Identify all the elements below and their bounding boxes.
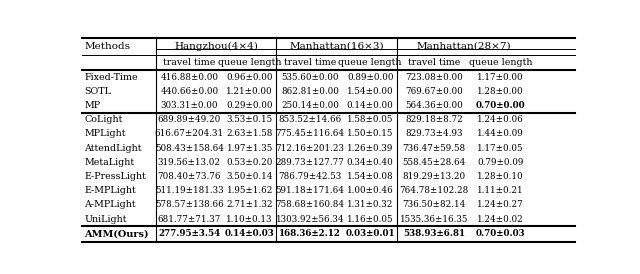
Text: 578.57±138.66: 578.57±138.66 (155, 200, 224, 209)
Text: 758.68±160.84: 758.68±160.84 (275, 200, 344, 209)
Text: 712.16±201.23: 712.16±201.23 (275, 144, 344, 153)
Text: queue length: queue length (218, 58, 282, 67)
Text: 0.34±0.40: 0.34±0.40 (347, 158, 394, 167)
Text: 3.50±0.14: 3.50±0.14 (227, 172, 273, 181)
Text: queue length: queue length (469, 58, 532, 67)
Text: travel time: travel time (284, 58, 336, 67)
Text: 0.29±0.00: 0.29±0.00 (227, 101, 273, 110)
Text: AMM(Ours): AMM(Ours) (84, 229, 149, 238)
Text: 511.19±181.33: 511.19±181.33 (155, 186, 224, 195)
Text: 1535.36±16.35: 1535.36±16.35 (400, 215, 468, 224)
Text: 319.56±13.02: 319.56±13.02 (158, 158, 221, 167)
Text: 0.53±0.20: 0.53±0.20 (227, 158, 273, 167)
Text: 689.89±49.20: 689.89±49.20 (157, 115, 221, 124)
Text: 1.21±0.00: 1.21±0.00 (227, 87, 273, 96)
Text: 0.79±0.09: 0.79±0.09 (477, 158, 524, 167)
Text: 0.70±0.00: 0.70±0.00 (476, 101, 525, 110)
Text: 1.10±0.13: 1.10±0.13 (227, 215, 273, 224)
Text: 1.50±0.15: 1.50±0.15 (347, 129, 394, 138)
Text: 1.54±0.00: 1.54±0.00 (347, 87, 394, 96)
Text: 1.31±0.32: 1.31±0.32 (347, 200, 394, 209)
Text: 764.78±102.28: 764.78±102.28 (399, 186, 468, 195)
Text: MPLight: MPLight (84, 129, 126, 138)
Text: 0.70±0.03: 0.70±0.03 (476, 229, 525, 238)
Text: 786.79±42.53: 786.79±42.53 (278, 172, 342, 181)
Text: 775.45±116.64: 775.45±116.64 (275, 129, 344, 138)
Text: 538.93±6.81: 538.93±6.81 (403, 229, 465, 238)
Text: 277.95±3.54: 277.95±3.54 (158, 229, 221, 238)
Text: 616.67±204.31: 616.67±204.31 (155, 129, 224, 138)
Text: 1.28±0.00: 1.28±0.00 (477, 87, 524, 96)
Text: 1.11±0.21: 1.11±0.21 (477, 186, 524, 195)
Text: 564.36±0.00: 564.36±0.00 (405, 101, 463, 110)
Text: 1.28±0.10: 1.28±0.10 (477, 172, 524, 181)
Text: 1.16±0.05: 1.16±0.05 (347, 215, 394, 224)
Text: Hangzhou(4×4): Hangzhou(4×4) (174, 42, 258, 51)
Text: 289.73±127.77: 289.73±127.77 (275, 158, 344, 167)
Text: 0.14±0.00: 0.14±0.00 (347, 101, 394, 110)
Text: Manhattan(28×7): Manhattan(28×7) (416, 42, 511, 51)
Text: 681.77±71.37: 681.77±71.37 (157, 215, 221, 224)
Text: 862.81±0.00: 862.81±0.00 (281, 87, 339, 96)
Text: travel time: travel time (163, 58, 216, 67)
Text: 1.44±0.09: 1.44±0.09 (477, 129, 524, 138)
Text: 1.26±0.39: 1.26±0.39 (347, 144, 394, 153)
Text: UniLight: UniLight (84, 215, 127, 224)
Text: 0.14±0.03: 0.14±0.03 (225, 229, 275, 238)
Text: Methods: Methods (84, 42, 131, 51)
Text: 1.00±0.46: 1.00±0.46 (347, 186, 394, 195)
Text: 2.63±1.58: 2.63±1.58 (227, 129, 273, 138)
Text: MP: MP (84, 101, 100, 110)
Text: 829.73±4.93: 829.73±4.93 (405, 129, 463, 138)
Text: 3.53±0.15: 3.53±0.15 (227, 115, 273, 124)
Text: 1.97±1.35: 1.97±1.35 (227, 144, 273, 153)
Text: 1303.92±56.34: 1303.92±56.34 (276, 215, 344, 224)
Text: E-MPLight: E-MPLight (84, 186, 136, 195)
Text: 723.08±0.00: 723.08±0.00 (405, 73, 463, 82)
Text: Manhattan(16×3): Manhattan(16×3) (289, 42, 384, 51)
Text: queue length: queue length (339, 58, 402, 67)
Text: 303.31±0.00: 303.31±0.00 (161, 101, 218, 110)
Text: 535.60±0.00: 535.60±0.00 (281, 73, 339, 82)
Text: 769.67±0.00: 769.67±0.00 (405, 87, 463, 96)
Text: 1.95±1.62: 1.95±1.62 (227, 186, 273, 195)
Text: 558.45±28.64: 558.45±28.64 (403, 158, 466, 167)
Text: 0.89±0.00: 0.89±0.00 (347, 73, 394, 82)
Text: 708.40±73.76: 708.40±73.76 (157, 172, 221, 181)
Text: 591.18±171.64: 591.18±171.64 (275, 186, 344, 195)
Text: 853.52±14.66: 853.52±14.66 (278, 115, 342, 124)
Text: MetaLight: MetaLight (84, 158, 134, 167)
Text: Fixed-Time: Fixed-Time (84, 73, 138, 82)
Text: 736.50±82.14: 736.50±82.14 (403, 200, 466, 209)
Text: 1.54±0.08: 1.54±0.08 (347, 172, 394, 181)
Text: 736.47±59.58: 736.47±59.58 (403, 144, 466, 153)
Text: SOTL: SOTL (84, 87, 111, 96)
Text: 2.71±1.32: 2.71±1.32 (227, 200, 273, 209)
Text: 250.14±0.00: 250.14±0.00 (281, 101, 339, 110)
Text: 819.29±13.20: 819.29±13.20 (403, 172, 466, 181)
Text: travel time: travel time (408, 58, 460, 67)
Text: 829.18±8.72: 829.18±8.72 (405, 115, 463, 124)
Text: 0.96±0.00: 0.96±0.00 (227, 73, 273, 82)
Text: 1.17±0.00: 1.17±0.00 (477, 73, 524, 82)
Text: 1.17±0.05: 1.17±0.05 (477, 144, 524, 153)
Text: AttendLight: AttendLight (84, 144, 142, 153)
Text: 1.24±0.02: 1.24±0.02 (477, 215, 524, 224)
Text: 0.03±0.01: 0.03±0.01 (346, 229, 395, 238)
Text: 416.88±0.00: 416.88±0.00 (161, 73, 218, 82)
Text: 168.36±2.12: 168.36±2.12 (279, 229, 341, 238)
Text: CoLight: CoLight (84, 115, 123, 124)
Text: 440.66±0.00: 440.66±0.00 (160, 87, 218, 96)
Text: 508.43±158.64: 508.43±158.64 (155, 144, 224, 153)
Text: 1.24±0.27: 1.24±0.27 (477, 200, 524, 209)
Text: 1.24±0.06: 1.24±0.06 (477, 115, 524, 124)
Text: E-PressLight: E-PressLight (84, 172, 147, 181)
Text: A-MPLight: A-MPLight (84, 200, 136, 209)
Text: 1.58±0.05: 1.58±0.05 (347, 115, 394, 124)
